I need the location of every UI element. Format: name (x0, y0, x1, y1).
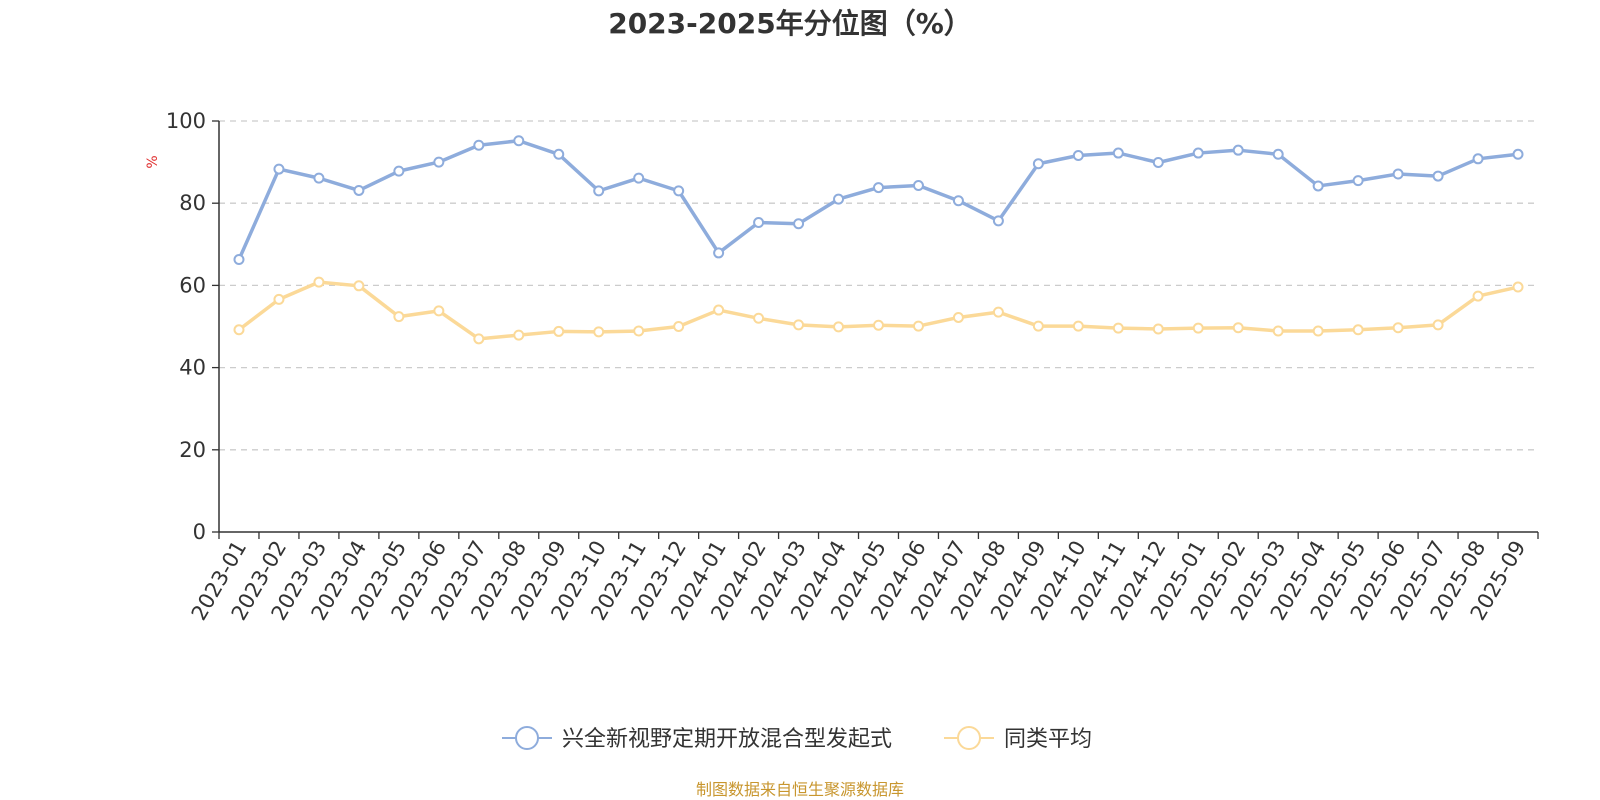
series-1-point[interactable] (1032, 320, 1044, 332)
axes: 0204060801002023-012023-022023-032023-04… (166, 109, 1539, 624)
series-1-point[interactable] (393, 311, 405, 323)
series-0-point[interactable] (753, 217, 765, 229)
series-0-point[interactable] (1072, 150, 1084, 162)
series-0-point[interactable] (353, 184, 365, 196)
series-0-point[interactable] (1232, 144, 1244, 156)
series-0-point[interactable] (952, 195, 964, 207)
legend-item-peer-average[interactable]: 同类平均 (944, 726, 1092, 752)
series-1-point[interactable] (753, 312, 765, 324)
series-1-point[interactable] (992, 306, 1004, 318)
legend-item-fund[interactable]: 兴全新视野定期开放混合型发起式 (502, 726, 892, 752)
series-0-point[interactable] (1312, 180, 1324, 192)
series-1-point[interactable] (233, 324, 245, 336)
series-1-point[interactable] (1272, 325, 1284, 337)
series-0-point[interactable] (873, 182, 884, 194)
series-1-point[interactable] (273, 293, 285, 305)
series-1-point[interactable] (553, 325, 565, 337)
series-0-point[interactable] (633, 172, 645, 184)
series-1-point[interactable] (1432, 319, 1444, 331)
series-1-point[interactable] (713, 304, 725, 316)
series-0-point[interactable] (912, 180, 924, 192)
series-1-point[interactable] (1072, 320, 1084, 332)
series-1-point[interactable] (1472, 290, 1484, 302)
series-1-point[interactable] (833, 321, 845, 333)
y-tick-label: 20 (179, 438, 206, 462)
y-axis-unit-label: % (145, 155, 161, 168)
legend-peer-average-label: 同类平均 (1004, 727, 1092, 752)
series-0-point[interactable] (433, 156, 445, 168)
y-tick-label: 40 (179, 356, 206, 380)
series-0-point[interactable] (233, 254, 245, 266)
series-1-point[interactable] (1392, 322, 1404, 334)
series-1-point[interactable] (1152, 323, 1164, 335)
data-source-note: 制图数据来自恒生聚源数据库 (696, 780, 904, 799)
legend-fund-circle-icon (515, 726, 539, 750)
series-1-point[interactable] (912, 320, 924, 332)
series-0-point[interactable] (673, 185, 685, 197)
legend-peer-average-circle-icon (957, 726, 981, 750)
series-0-point[interactable] (833, 193, 845, 205)
y-tick-label: 60 (179, 273, 206, 297)
series-1-point[interactable] (1192, 322, 1204, 334)
legend: 兴全新视野定期开放混合型发起式 同类平均 (502, 726, 1092, 752)
series-0 (233, 135, 1524, 266)
series-1-point[interactable] (1352, 324, 1364, 336)
y-tick-label: 80 (179, 191, 206, 215)
series-1-point[interactable] (673, 321, 685, 332)
series-1-point[interactable] (793, 319, 805, 331)
series-0-point[interactable] (1152, 157, 1164, 169)
series-1-point[interactable] (353, 280, 365, 292)
y-tick-label: 0 (193, 520, 206, 544)
series-0-point[interactable] (992, 215, 1004, 227)
legend-fund-label: 兴全新视野定期开放混合型发起式 (562, 727, 892, 752)
series-1-point[interactable] (1112, 322, 1124, 334)
series-0-point[interactable] (1512, 148, 1524, 160)
series-0-point[interactable] (1432, 170, 1444, 182)
series-0-point[interactable] (1392, 168, 1404, 180)
series-0-point[interactable] (793, 218, 805, 230)
series-0-point[interactable] (593, 185, 605, 197)
series-0-line (237, 138, 1519, 261)
series-0-point[interactable] (393, 165, 405, 177)
series-0-point[interactable] (313, 172, 325, 184)
series-lines (233, 135, 1524, 345)
series-0-point[interactable] (273, 163, 285, 175)
series-0-point[interactable] (1472, 153, 1484, 165)
series-1-point[interactable] (513, 329, 525, 341)
chart-title: 2023-2025年分位图（%） (608, 7, 972, 40)
series-0-point[interactable] (1112, 147, 1124, 159)
series-1-point[interactable] (473, 333, 485, 345)
series-1-point[interactable] (952, 311, 964, 323)
series-1-point[interactable] (1512, 281, 1524, 293)
series-1-point[interactable] (433, 305, 445, 317)
series-1-point[interactable] (633, 325, 645, 337)
series-0-point[interactable] (713, 247, 725, 259)
series-0-point[interactable] (1352, 175, 1364, 187)
series-1 (233, 276, 1524, 345)
series-0-point[interactable] (513, 135, 525, 147)
series-1-point[interactable] (873, 319, 884, 331)
series-0-point[interactable] (1032, 158, 1044, 170)
series-0-point[interactable] (553, 148, 565, 160)
series-1-point[interactable] (1232, 322, 1244, 334)
series-0-point[interactable] (1272, 148, 1284, 160)
series-1-point[interactable] (313, 276, 325, 288)
series-0-point[interactable] (473, 139, 485, 151)
series-0-point[interactable] (1192, 147, 1204, 159)
y-tick-label: 100 (166, 109, 206, 133)
grid-lines (219, 120, 1538, 451)
series-1-point[interactable] (1312, 325, 1324, 337)
series-1-point[interactable] (593, 326, 605, 338)
